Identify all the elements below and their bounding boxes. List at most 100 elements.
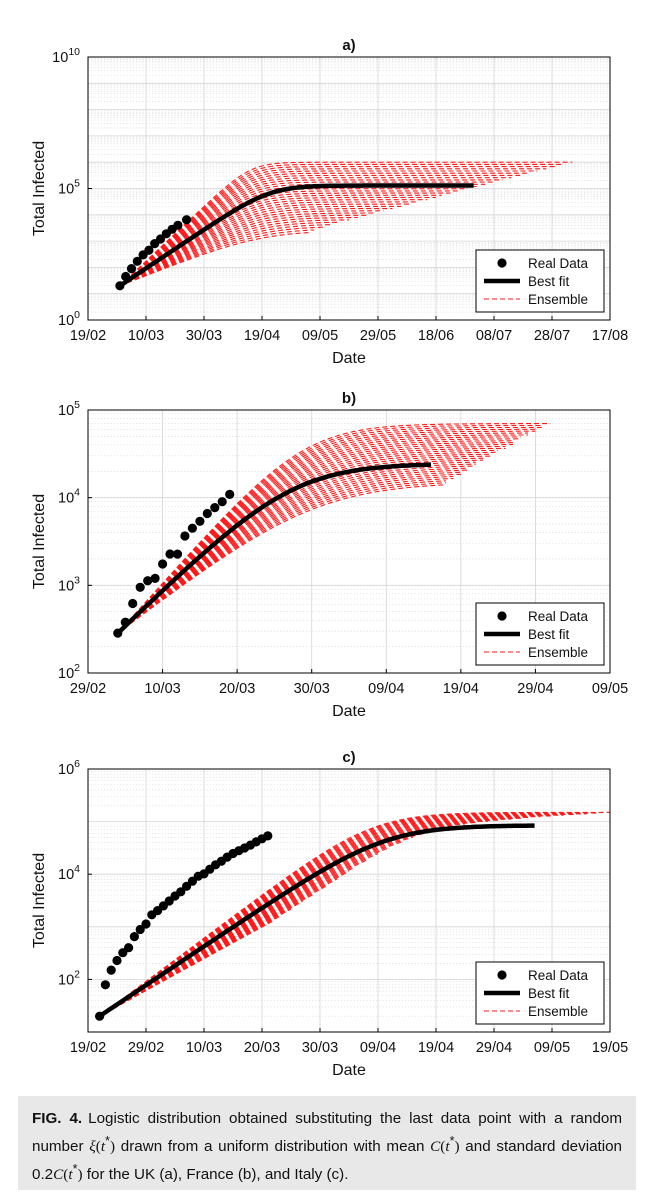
ensemble-line bbox=[119, 212, 376, 287]
x-tick-label: 09/04 bbox=[368, 681, 404, 697]
real-data-point bbox=[126, 264, 137, 274]
real-data-point bbox=[172, 549, 183, 559]
legend: Real Data Best fit Ensemble bbox=[475, 961, 605, 1025]
caption-xi: ξ bbox=[89, 1138, 96, 1156]
ensemble-line bbox=[117, 461, 476, 634]
legend-label: Ensemble bbox=[528, 1004, 588, 1019]
caption-paren-open: ( bbox=[95, 1138, 101, 1156]
real-data-point bbox=[113, 628, 123, 638]
real-data-point bbox=[124, 943, 134, 953]
y-tick-label: 106 bbox=[58, 758, 80, 778]
real-data-point bbox=[165, 549, 175, 559]
ensemble-line bbox=[119, 174, 521, 287]
legend-label: Best fit bbox=[528, 986, 570, 1001]
legend-label: Ensemble bbox=[528, 292, 588, 307]
x-tick-label: 29/04 bbox=[476, 1040, 512, 1056]
y-tick-label: 102 bbox=[58, 662, 80, 682]
ensemble-line bbox=[117, 465, 476, 634]
ensemble-line bbox=[119, 163, 564, 287]
x-tick-label: 09/05 bbox=[302, 328, 338, 344]
y-tick-label: 104 bbox=[58, 487, 80, 507]
ensemble-line bbox=[117, 463, 476, 634]
x-tick-label: 09/05 bbox=[592, 681, 628, 697]
caption-label: FIG. 4. bbox=[32, 1110, 83, 1127]
legend-real-data-marker bbox=[497, 258, 507, 268]
x-tick-label: 20/03 bbox=[244, 1040, 280, 1056]
legend-box bbox=[475, 961, 605, 1025]
ensemble-line bbox=[119, 190, 460, 287]
ensemble-line bbox=[119, 177, 512, 287]
panel-c: 19/02 29/02 10/03 20/03 30/03 09/04 19/04 29/04… bbox=[31, 749, 628, 1079]
real-data-point bbox=[115, 281, 125, 291]
legend-real-data-marker bbox=[497, 611, 507, 621]
x-tick-label: 19/04 bbox=[443, 681, 479, 697]
ensemble-line bbox=[119, 229, 315, 287]
ensemble-line bbox=[117, 432, 528, 634]
ensemble-line bbox=[117, 473, 461, 634]
real-data-point bbox=[217, 497, 227, 507]
y-tick-label: 105 bbox=[58, 399, 80, 419]
y-axis-label: Total Infected bbox=[31, 141, 48, 236]
legend-label: Ensemble bbox=[528, 645, 588, 660]
legend-label: Best fit bbox=[528, 274, 570, 289]
ensemble-line bbox=[117, 424, 543, 634]
ensemble-line bbox=[119, 226, 323, 287]
real-data-point bbox=[182, 215, 192, 225]
ensemble-line bbox=[119, 210, 384, 287]
caption-paren-close-3: ) bbox=[77, 1166, 83, 1184]
legend: Real Data Best fit Ensemble bbox=[475, 249, 605, 313]
real-data-point bbox=[121, 271, 131, 282]
x-tick-label: 29/04 bbox=[517, 681, 553, 697]
axes-frame bbox=[87, 409, 611, 674]
x-tick-label: 29/02 bbox=[128, 1040, 164, 1056]
ensemble-line bbox=[119, 224, 332, 287]
legend-label: Real Data bbox=[528, 609, 589, 624]
ensemble-line bbox=[117, 438, 521, 634]
x-tick-label: 09/05 bbox=[534, 1040, 570, 1056]
real-data-point bbox=[195, 516, 205, 526]
legend-label: Real Data bbox=[528, 256, 589, 271]
ensemble-line bbox=[117, 428, 536, 634]
ensemble-line bbox=[99, 814, 564, 1017]
ensemble-line bbox=[117, 477, 454, 634]
x-tick-label: 19/04 bbox=[418, 1040, 454, 1056]
x-tick-label: 19/05 bbox=[592, 1040, 628, 1056]
real-data-point bbox=[150, 573, 160, 584]
caption-c: C bbox=[430, 1138, 441, 1156]
ensemble-line bbox=[117, 449, 499, 634]
caption-text-1: Logistic distribution obtained substitut… bbox=[32, 1110, 622, 1156]
x-axis-label: Date bbox=[332, 703, 366, 720]
figure-caption: FIG. 4. Logistic distribution obtained su… bbox=[18, 1096, 636, 1190]
real-data-point bbox=[180, 531, 190, 541]
ensemble-line bbox=[119, 232, 309, 287]
y-tick-label: 105 bbox=[58, 178, 80, 198]
x-tick-label: 29/02 bbox=[70, 681, 106, 697]
real-data-points bbox=[95, 831, 273, 1021]
ensemble-line bbox=[117, 426, 543, 634]
panel-a: 19/02 10/03 30/03 19/04 09/05 29/05 18/06 08/07… bbox=[31, 37, 628, 367]
real-data-point bbox=[129, 932, 139, 942]
caption-paren-open-2: ( bbox=[440, 1138, 446, 1156]
x-tick-label: 29/05 bbox=[360, 328, 396, 344]
legend: Real Data Best fit Ensemble bbox=[475, 602, 605, 666]
real-data-point bbox=[143, 576, 153, 586]
real-data-point bbox=[263, 831, 273, 841]
y-tick-label: 104 bbox=[58, 863, 80, 883]
x-tick-label: 19/02 bbox=[70, 1040, 106, 1056]
ensemble-line bbox=[117, 484, 446, 634]
caption-paren-close: ) bbox=[109, 1138, 116, 1156]
ensemble-line bbox=[99, 817, 523, 1017]
legend-real-data-marker bbox=[497, 970, 507, 980]
ensemble-line bbox=[119, 170, 538, 287]
x-tick-label: 10/03 bbox=[128, 328, 164, 344]
caption-text-3: and standard deviation 0.2 bbox=[32, 1138, 622, 1184]
ensemble-line bbox=[119, 221, 341, 287]
real-data-point bbox=[141, 919, 151, 929]
legend-label: Best fit bbox=[528, 627, 570, 642]
caption-paren-open-3: ( bbox=[63, 1166, 69, 1184]
real-data-point bbox=[202, 508, 212, 519]
real-data-point bbox=[120, 617, 130, 627]
caption-t-2: t bbox=[445, 1138, 450, 1156]
axes-frame bbox=[87, 768, 611, 1033]
best-fit-line bbox=[98, 823, 535, 1019]
